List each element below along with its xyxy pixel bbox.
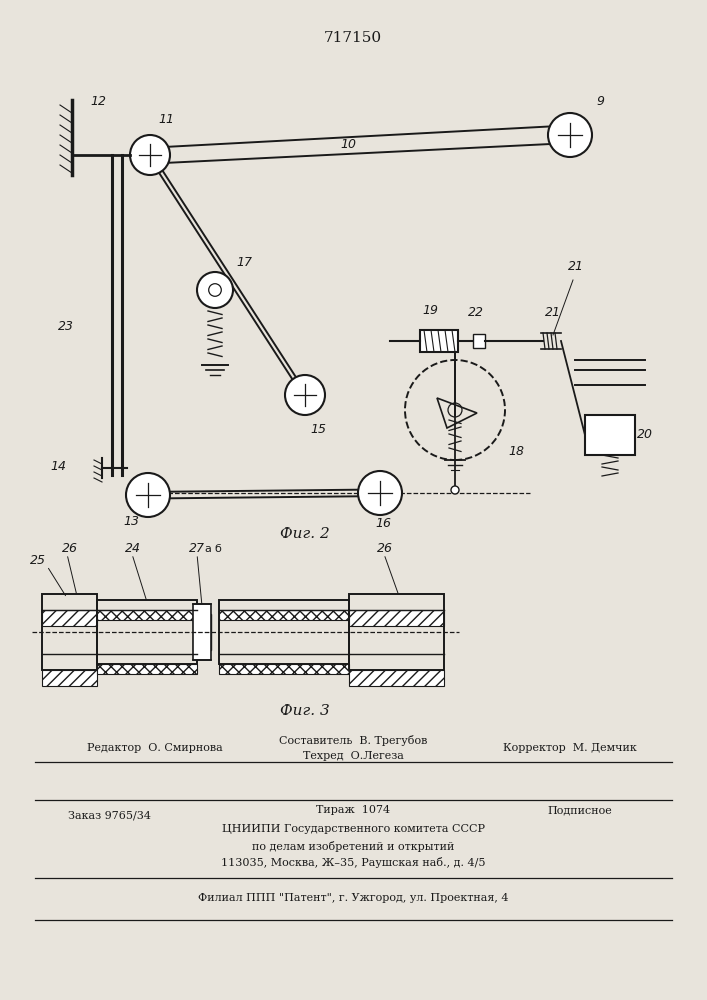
Circle shape bbox=[548, 113, 592, 157]
Text: 15: 15 bbox=[310, 423, 326, 436]
Text: 113035, Москва, Ж–35, Раушская наб., д. 4/5: 113035, Москва, Ж–35, Раушская наб., д. … bbox=[221, 857, 485, 868]
Bar bbox=[42, 594, 97, 670]
Text: 16: 16 bbox=[375, 517, 391, 530]
Bar bbox=[193, 604, 211, 660]
Text: Техред  О.Легеза: Техред О.Легеза bbox=[303, 751, 404, 761]
Bar bbox=[219, 600, 349, 664]
Text: 14: 14 bbox=[50, 460, 66, 473]
Text: 18: 18 bbox=[508, 445, 524, 458]
Text: 24: 24 bbox=[125, 542, 141, 555]
Text: Заказ 9765/34: Заказ 9765/34 bbox=[69, 810, 151, 820]
Text: Редактор  О. Смирнова: Редактор О. Смирнова bbox=[87, 743, 223, 753]
Bar bbox=[349, 610, 444, 626]
Bar bbox=[420, 330, 458, 352]
Text: 9: 9 bbox=[596, 95, 604, 108]
Text: 20: 20 bbox=[637, 428, 653, 441]
Text: Тираж  1074: Тираж 1074 bbox=[316, 805, 390, 815]
Text: по делам изобретений и открытий: по делам изобретений и открытий bbox=[252, 842, 454, 852]
Text: 11: 11 bbox=[158, 113, 174, 126]
Text: 21: 21 bbox=[545, 306, 561, 319]
Text: 10: 10 bbox=[340, 138, 356, 151]
Bar bbox=[349, 670, 444, 686]
Text: 17: 17 bbox=[236, 256, 252, 269]
Circle shape bbox=[126, 473, 170, 517]
Circle shape bbox=[451, 486, 459, 494]
Bar bbox=[219, 664, 349, 674]
Text: 19: 19 bbox=[422, 304, 438, 317]
Text: Филиал ППП "Патент", г. Ужгород, ул. Проектная, 4: Филиал ППП "Патент", г. Ужгород, ул. Про… bbox=[198, 893, 508, 903]
Text: 13: 13 bbox=[123, 515, 139, 528]
Text: Фиг. 3: Фиг. 3 bbox=[280, 704, 329, 718]
Text: 12: 12 bbox=[90, 95, 106, 108]
Bar bbox=[97, 600, 197, 664]
Text: 26: 26 bbox=[62, 542, 78, 555]
Bar bbox=[193, 614, 211, 650]
Text: ЦНИИПИ Государственного комитета СССР: ЦНИИПИ Государственного комитета СССР bbox=[221, 824, 484, 834]
Text: Корректор  М. Демчик: Корректор М. Демчик bbox=[503, 743, 637, 753]
Bar bbox=[97, 610, 197, 620]
Text: 717150: 717150 bbox=[324, 31, 382, 45]
Bar bbox=[349, 594, 444, 670]
Text: 25: 25 bbox=[30, 554, 46, 567]
Text: 23: 23 bbox=[58, 320, 74, 333]
Text: Составитель  В. Трегубов: Составитель В. Трегубов bbox=[279, 734, 427, 746]
Bar bbox=[42, 610, 97, 626]
Circle shape bbox=[130, 135, 170, 175]
Text: 21: 21 bbox=[568, 260, 584, 273]
Circle shape bbox=[358, 471, 402, 515]
Text: а: а bbox=[204, 544, 211, 554]
Text: Подписное: Подписное bbox=[548, 805, 612, 815]
Bar bbox=[473, 334, 485, 348]
Circle shape bbox=[285, 375, 325, 415]
Text: 22: 22 bbox=[468, 306, 484, 319]
Bar bbox=[219, 610, 349, 620]
Bar bbox=[585, 415, 635, 455]
Text: 27: 27 bbox=[189, 542, 205, 555]
Circle shape bbox=[197, 272, 233, 308]
Text: Фиг. 2: Фиг. 2 bbox=[280, 527, 329, 541]
Bar bbox=[42, 670, 97, 686]
Text: 26: 26 bbox=[377, 542, 393, 555]
Text: б: б bbox=[214, 544, 221, 554]
Bar bbox=[97, 664, 197, 674]
